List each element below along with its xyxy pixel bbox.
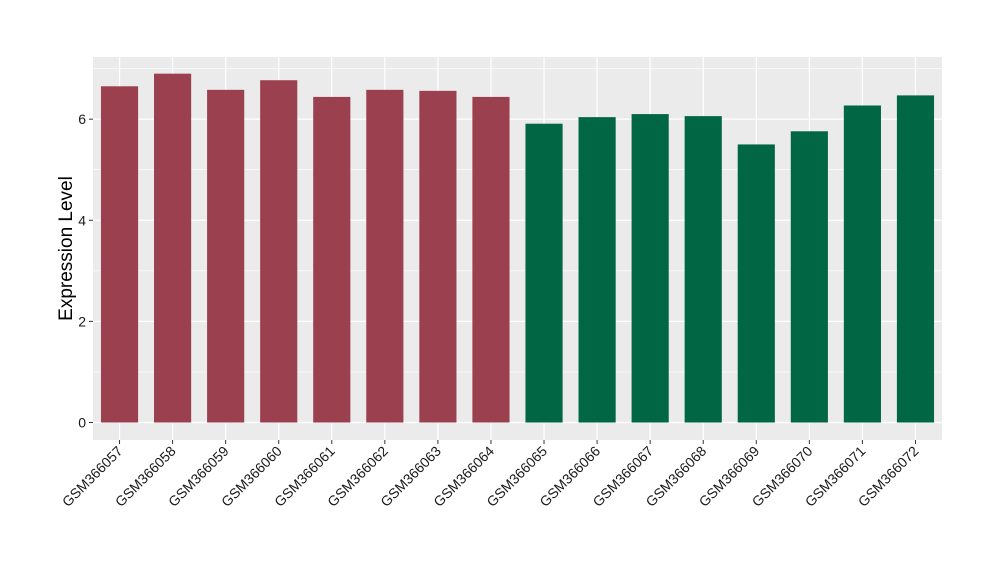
bar-GSM366070 (790, 131, 828, 423)
y-tick-label: 2 (78, 313, 86, 329)
bar-GSM366061 (313, 96, 351, 423)
bar-GSM366071 (843, 105, 881, 423)
bar-GSM366057 (100, 86, 139, 423)
bar-GSM366066 (578, 117, 616, 423)
y-tick-label: 6 (78, 111, 86, 127)
bar-GSM366067 (631, 114, 669, 423)
bar-GSM366064 (472, 96, 510, 423)
bar-GSM366065 (525, 123, 563, 423)
bar-GSM366068 (684, 116, 722, 423)
bar-GSM366058 (154, 73, 192, 423)
bar-GSM366063 (419, 90, 457, 423)
y-axis-ticks: 0 2 4 6 (78, 111, 93, 431)
y-tick-label: 4 (78, 212, 86, 228)
bar-GSM366072 (896, 95, 935, 423)
y-axis-title: Expression Level (56, 176, 77, 321)
bar-GSM366059 (207, 89, 245, 423)
bar-GSM366069 (737, 144, 775, 423)
bar-GSM366062 (366, 89, 404, 423)
x-axis-ticks: GSM366057GSM366058GSM366059GSM366060GSM3… (59, 440, 922, 510)
y-tick-label: 0 (78, 415, 86, 431)
bar-GSM366060 (260, 80, 298, 423)
bar-series (100, 73, 935, 423)
